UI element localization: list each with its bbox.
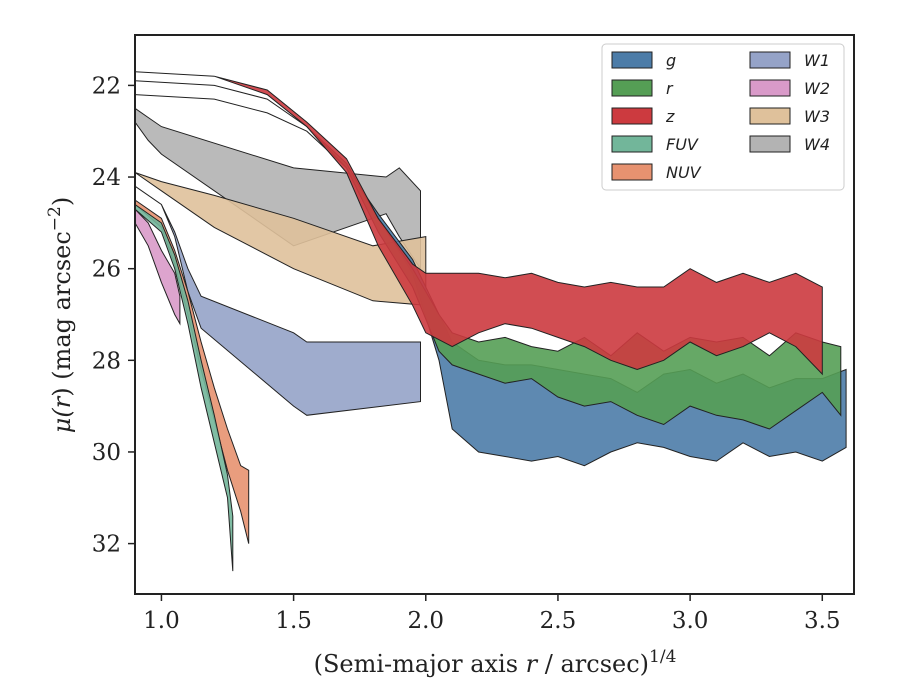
legend-swatch-w2 bbox=[749, 79, 791, 97]
legend-swatch-nuv bbox=[611, 163, 653, 181]
legend-swatch-w3 bbox=[749, 107, 791, 125]
legend-swatch-fuv bbox=[611, 135, 653, 153]
series-band-w2 bbox=[134, 207, 181, 326]
x-axis-title-var: r bbox=[526, 650, 539, 678]
legend-label-w4: W4 bbox=[804, 135, 830, 154]
x-tick-label: 3.5 bbox=[804, 608, 841, 634]
y-tick-label: 26 bbox=[92, 257, 121, 283]
legend-swatch-r bbox=[611, 79, 653, 97]
series-band-w3 bbox=[134, 172, 427, 306]
legend-label-g: g bbox=[666, 51, 676, 70]
legend-label-w1: W1 bbox=[804, 51, 830, 70]
y-tick-label: 22 bbox=[92, 73, 121, 99]
legend-label-nuv: NUV bbox=[666, 163, 702, 182]
legend-label-fuv: FUV bbox=[666, 135, 699, 154]
y-axis-title-close: ) bbox=[48, 197, 76, 206]
plot-frame bbox=[134, 34, 855, 595]
x-axis-title-power: 1/4 bbox=[649, 647, 676, 667]
x-tick-label: 2.0 bbox=[407, 608, 444, 634]
legend: grz FUV NUV W1 W2 W3 W4 bbox=[601, 43, 845, 191]
series-band-w1 bbox=[134, 185, 421, 416]
legend-label-w3: W3 bbox=[804, 107, 830, 126]
series-band-z bbox=[134, 71, 823, 376]
y-axis-ticks: 22 24 26 28 30 32 bbox=[92, 73, 135, 558]
x-tick-label: 3.0 bbox=[672, 608, 709, 634]
legend-swatch-g bbox=[611, 51, 653, 69]
x-tick-label: 2.5 bbox=[540, 608, 577, 634]
legend-swatch-z bbox=[611, 107, 653, 125]
series-layer bbox=[134, 71, 847, 572]
y-axis-title: μ(r) (mag arcsec−2) bbox=[45, 197, 76, 434]
x-axis-ticks: 1.0 1.5 2.0 2.5 3.0 3.5 bbox=[143, 594, 841, 634]
y-axis-title-mu: μ( bbox=[48, 408, 76, 434]
y-axis-title-var: r bbox=[48, 395, 76, 408]
y-tick-label: 24 bbox=[92, 165, 121, 191]
x-tick-label: 1.5 bbox=[275, 608, 312, 634]
y-tick-label: 28 bbox=[92, 348, 121, 374]
x-axis-title-main: (Semi-major axis bbox=[314, 650, 526, 678]
series-band-fuv bbox=[134, 203, 234, 572]
legend-swatch-w1 bbox=[749, 51, 791, 69]
x-axis-title-unit: / arcsec) bbox=[537, 650, 649, 678]
x-axis-title: (Semi-major axis r / arcsec)1/4 bbox=[314, 647, 677, 678]
legend-label-z: z bbox=[665, 107, 675, 126]
y-axis-title-unit: ) (mag arcsec bbox=[48, 231, 76, 397]
y-axis-title-power: −2 bbox=[45, 206, 65, 231]
legend-swatch-w4 bbox=[749, 135, 791, 153]
legend-label-w2: W2 bbox=[804, 79, 830, 98]
legend-entries: grz FUV NUV W1 W2 W3 W4 bbox=[611, 51, 830, 182]
y-tick-label: 32 bbox=[92, 532, 121, 558]
x-tick-label: 1.0 bbox=[143, 608, 180, 634]
y-tick-label: 30 bbox=[92, 440, 121, 466]
legend-label-r: r bbox=[666, 79, 674, 98]
